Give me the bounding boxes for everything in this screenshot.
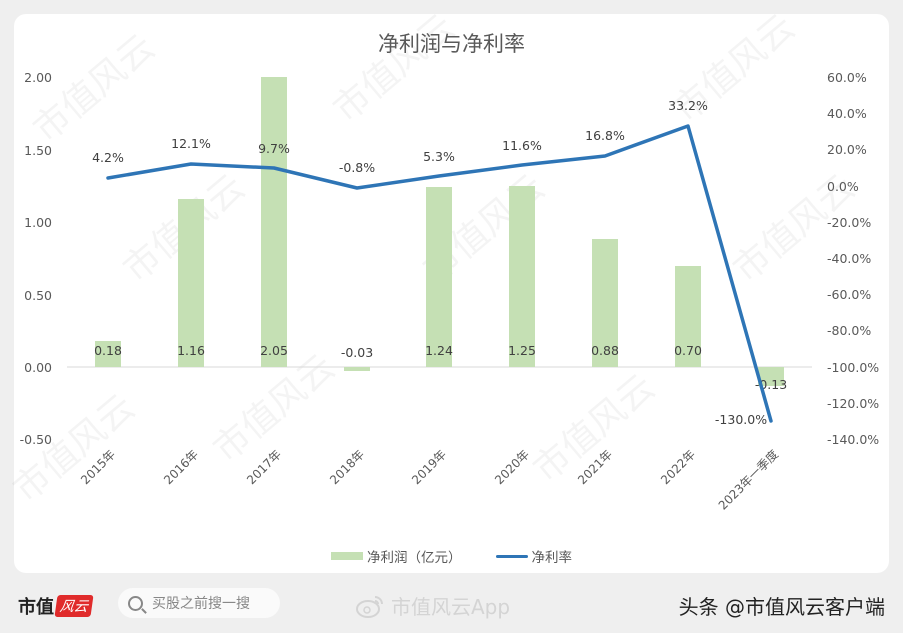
svg-text:-140.0%: -140.0% [827, 432, 879, 447]
footer-bar: 市值 风云 买股之前搜一搜 市值风云App 头条 @市值风云客户端 [0, 575, 903, 633]
chart-title: 净利润与净利率 [378, 32, 525, 56]
bar-labels: 0.18 1.16 2.05 -0.03 1.24 1.25 0.88 0.70… [94, 343, 787, 392]
svg-text:2020年: 2020年 [492, 447, 532, 487]
weibo-watermark: 市值风云App [355, 591, 510, 620]
svg-text:2.00: 2.00 [24, 70, 52, 85]
bar-2022 [675, 266, 701, 367]
bar-2015 [95, 341, 121, 367]
svg-text:-130.0%: -130.0% [715, 412, 767, 427]
svg-text:2021年: 2021年 [575, 447, 615, 487]
bar-2019 [426, 187, 452, 367]
svg-text:9.7%: 9.7% [258, 141, 290, 156]
search-box[interactable]: 买股之前搜一搜 [118, 588, 280, 618]
weibo-icon [356, 595, 383, 618]
bar-2017 [261, 77, 287, 367]
combo-chart: 2.00 1.50 1.00 0.50 0.00 -0.50 60.0% 40.… [20, 70, 880, 513]
line-swatch-icon [495, 554, 528, 558]
bar-2018 [344, 367, 370, 371]
svg-text:5.3%: 5.3% [423, 149, 455, 164]
chart-legend: 净利润（亿元） 净利率 [0, 546, 903, 566]
svg-text:-20.0%: -20.0% [827, 215, 871, 230]
svg-text:-0.50: -0.50 [20, 432, 52, 447]
svg-text:-0.03: -0.03 [341, 345, 373, 360]
svg-text:0.88: 0.88 [591, 343, 619, 358]
svg-text:-100.0%: -100.0% [827, 360, 879, 375]
svg-text:33.2%: 33.2% [668, 98, 708, 113]
brand-logo: 市值 风云 [18, 593, 94, 619]
bar-2016 [178, 199, 204, 367]
brand-badge: 风云 [54, 595, 94, 617]
search-placeholder: 买股之前搜一搜 [152, 596, 250, 612]
svg-text:16.8%: 16.8% [585, 128, 625, 143]
x-axis: 2015年 2016年 2017年 2018年 2019年 2020年 2021… [78, 447, 781, 513]
svg-text:1.25: 1.25 [508, 343, 536, 358]
svg-text:0.18: 0.18 [94, 343, 122, 358]
svg-text:1.24: 1.24 [425, 343, 453, 358]
svg-text:1.50: 1.50 [24, 143, 52, 158]
svg-text:2022年: 2022年 [658, 447, 698, 487]
svg-text:2.05: 2.05 [260, 343, 288, 358]
line-series [106, 124, 773, 423]
bar-2020 [509, 186, 535, 367]
svg-text:4.2%: 4.2% [92, 150, 124, 165]
svg-text:11.6%: 11.6% [502, 138, 542, 153]
svg-text:-80.0%: -80.0% [827, 323, 871, 338]
svg-text:2016年: 2016年 [161, 447, 201, 487]
legend-item-net-profit: 净利润（亿元） [331, 546, 462, 566]
svg-text:0.50: 0.50 [24, 288, 52, 303]
svg-text:2017年: 2017年 [244, 447, 284, 487]
search-icon [128, 595, 143, 611]
svg-text:2018年: 2018年 [327, 447, 367, 487]
svg-text:-60.0%: -60.0% [827, 287, 871, 302]
svg-text:40.0%: 40.0% [827, 106, 867, 121]
line-labels: 4.2% 12.1% 9.7% -0.8% 5.3% 11.6% 16.8% 3… [92, 98, 767, 427]
svg-text:0.00: 0.00 [24, 360, 52, 375]
svg-text:1.16: 1.16 [177, 343, 205, 358]
svg-text:60.0%: 60.0% [827, 70, 867, 85]
left-axis: 2.00 1.50 1.00 0.50 0.00 -0.50 [20, 70, 52, 447]
bar-series [95, 77, 784, 386]
svg-text:0.70: 0.70 [674, 343, 702, 358]
right-axis: 60.0% 40.0% 20.0% 0.0% -20.0% -40.0% -60… [827, 70, 879, 447]
svg-text:2023年一季度: 2023年一季度 [715, 447, 781, 513]
svg-text:-0.8%: -0.8% [339, 160, 375, 175]
bar-swatch-icon [331, 552, 363, 560]
toutiao-account: 头条 @市值风云客户端 [678, 595, 885, 619]
svg-text:12.1%: 12.1% [171, 136, 211, 151]
svg-text:1.00: 1.00 [24, 215, 52, 230]
legend-item-net-margin: 净利率 [495, 546, 572, 566]
svg-text:2019年: 2019年 [409, 447, 449, 487]
bar-2023q1 [758, 367, 784, 386]
svg-text:-120.0%: -120.0% [827, 396, 879, 411]
svg-text:-40.0%: -40.0% [827, 251, 871, 266]
svg-text:2015年: 2015年 [78, 447, 118, 487]
svg-text:20.0%: 20.0% [827, 142, 867, 157]
bar-2021 [592, 239, 618, 367]
svg-text:0.0%: 0.0% [827, 179, 859, 194]
